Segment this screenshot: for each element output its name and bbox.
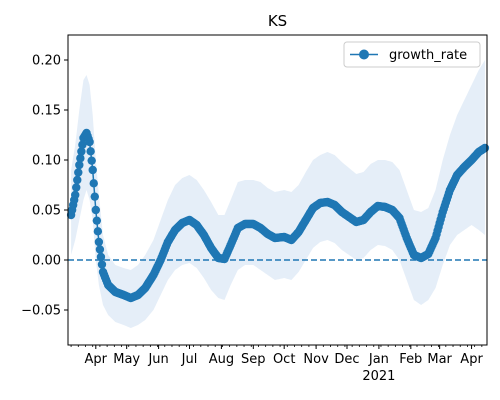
x-tick-label: Nov: [303, 352, 329, 367]
legend: growth_rate: [343, 41, 481, 68]
data-point: [73, 175, 82, 185]
y-axis: −0.05 0.00 0.05 0.10 0.15 0.20: [21, 54, 68, 319]
legend-box: [343, 41, 481, 68]
legend-series-marker: [359, 49, 369, 60]
y-tick-label: 0.05: [32, 204, 61, 219]
data-point: [89, 179, 98, 188]
data-point: [76, 154, 85, 163]
data-point: [97, 260, 107, 269]
data-point: [90, 192, 99, 201]
data-point: [95, 245, 105, 254]
chart-title: KS: [268, 12, 287, 30]
x-tick-label: Dec: [334, 352, 359, 367]
data-point: [85, 137, 94, 147]
y-tick-label: 0.20: [32, 54, 61, 69]
data-point: [75, 160, 84, 170]
x-tick-sublabel: 2021: [362, 369, 395, 384]
x-tick-label: Apr: [85, 352, 108, 367]
x-tick-label: Jul: [181, 352, 198, 367]
x-tick-label: Feb: [399, 352, 422, 367]
x-tick-label: Apr: [460, 352, 483, 367]
data-point: [480, 143, 490, 153]
data-point: [87, 156, 96, 165]
x-tick-label: Sep: [241, 352, 266, 367]
data-point: [72, 183, 81, 192]
data-point: [96, 252, 106, 262]
data-point: [71, 190, 80, 200]
data-point: [86, 147, 95, 156]
y-tick-label: 0.00: [32, 254, 61, 269]
x-tick-label: Jan: [368, 352, 389, 367]
series-layer: [66, 128, 490, 303]
x-tick-label: Jun: [147, 352, 168, 367]
legend-label: growth_rate: [389, 48, 467, 63]
data-point: [88, 165, 97, 175]
y-tick-label: 0.15: [32, 104, 61, 119]
confidence-band: [71, 60, 485, 328]
data-point: [77, 147, 86, 156]
x-tick-label: May: [113, 352, 140, 367]
data-point: [78, 140, 87, 149]
data-point: [91, 205, 101, 215]
x-axis: Apr May Jun Jul Aug Sep Oct Nov Dec Jan 2021 Feb Mar…: [70, 345, 483, 384]
data-point: [94, 237, 104, 247]
plot-frame: [67, 34, 488, 346]
x-tick-label: Mar: [427, 352, 452, 367]
y-tick-label: −0.05: [21, 304, 61, 319]
y-tick-label: 0.10: [32, 154, 61, 169]
data-point: [92, 216, 102, 225]
confidence-band-layer: [71, 60, 485, 328]
data-point: [74, 168, 83, 177]
x-tick-label: Oct: [273, 352, 295, 367]
x-tick-label: Aug: [209, 352, 234, 367]
data-point: [93, 227, 103, 236]
